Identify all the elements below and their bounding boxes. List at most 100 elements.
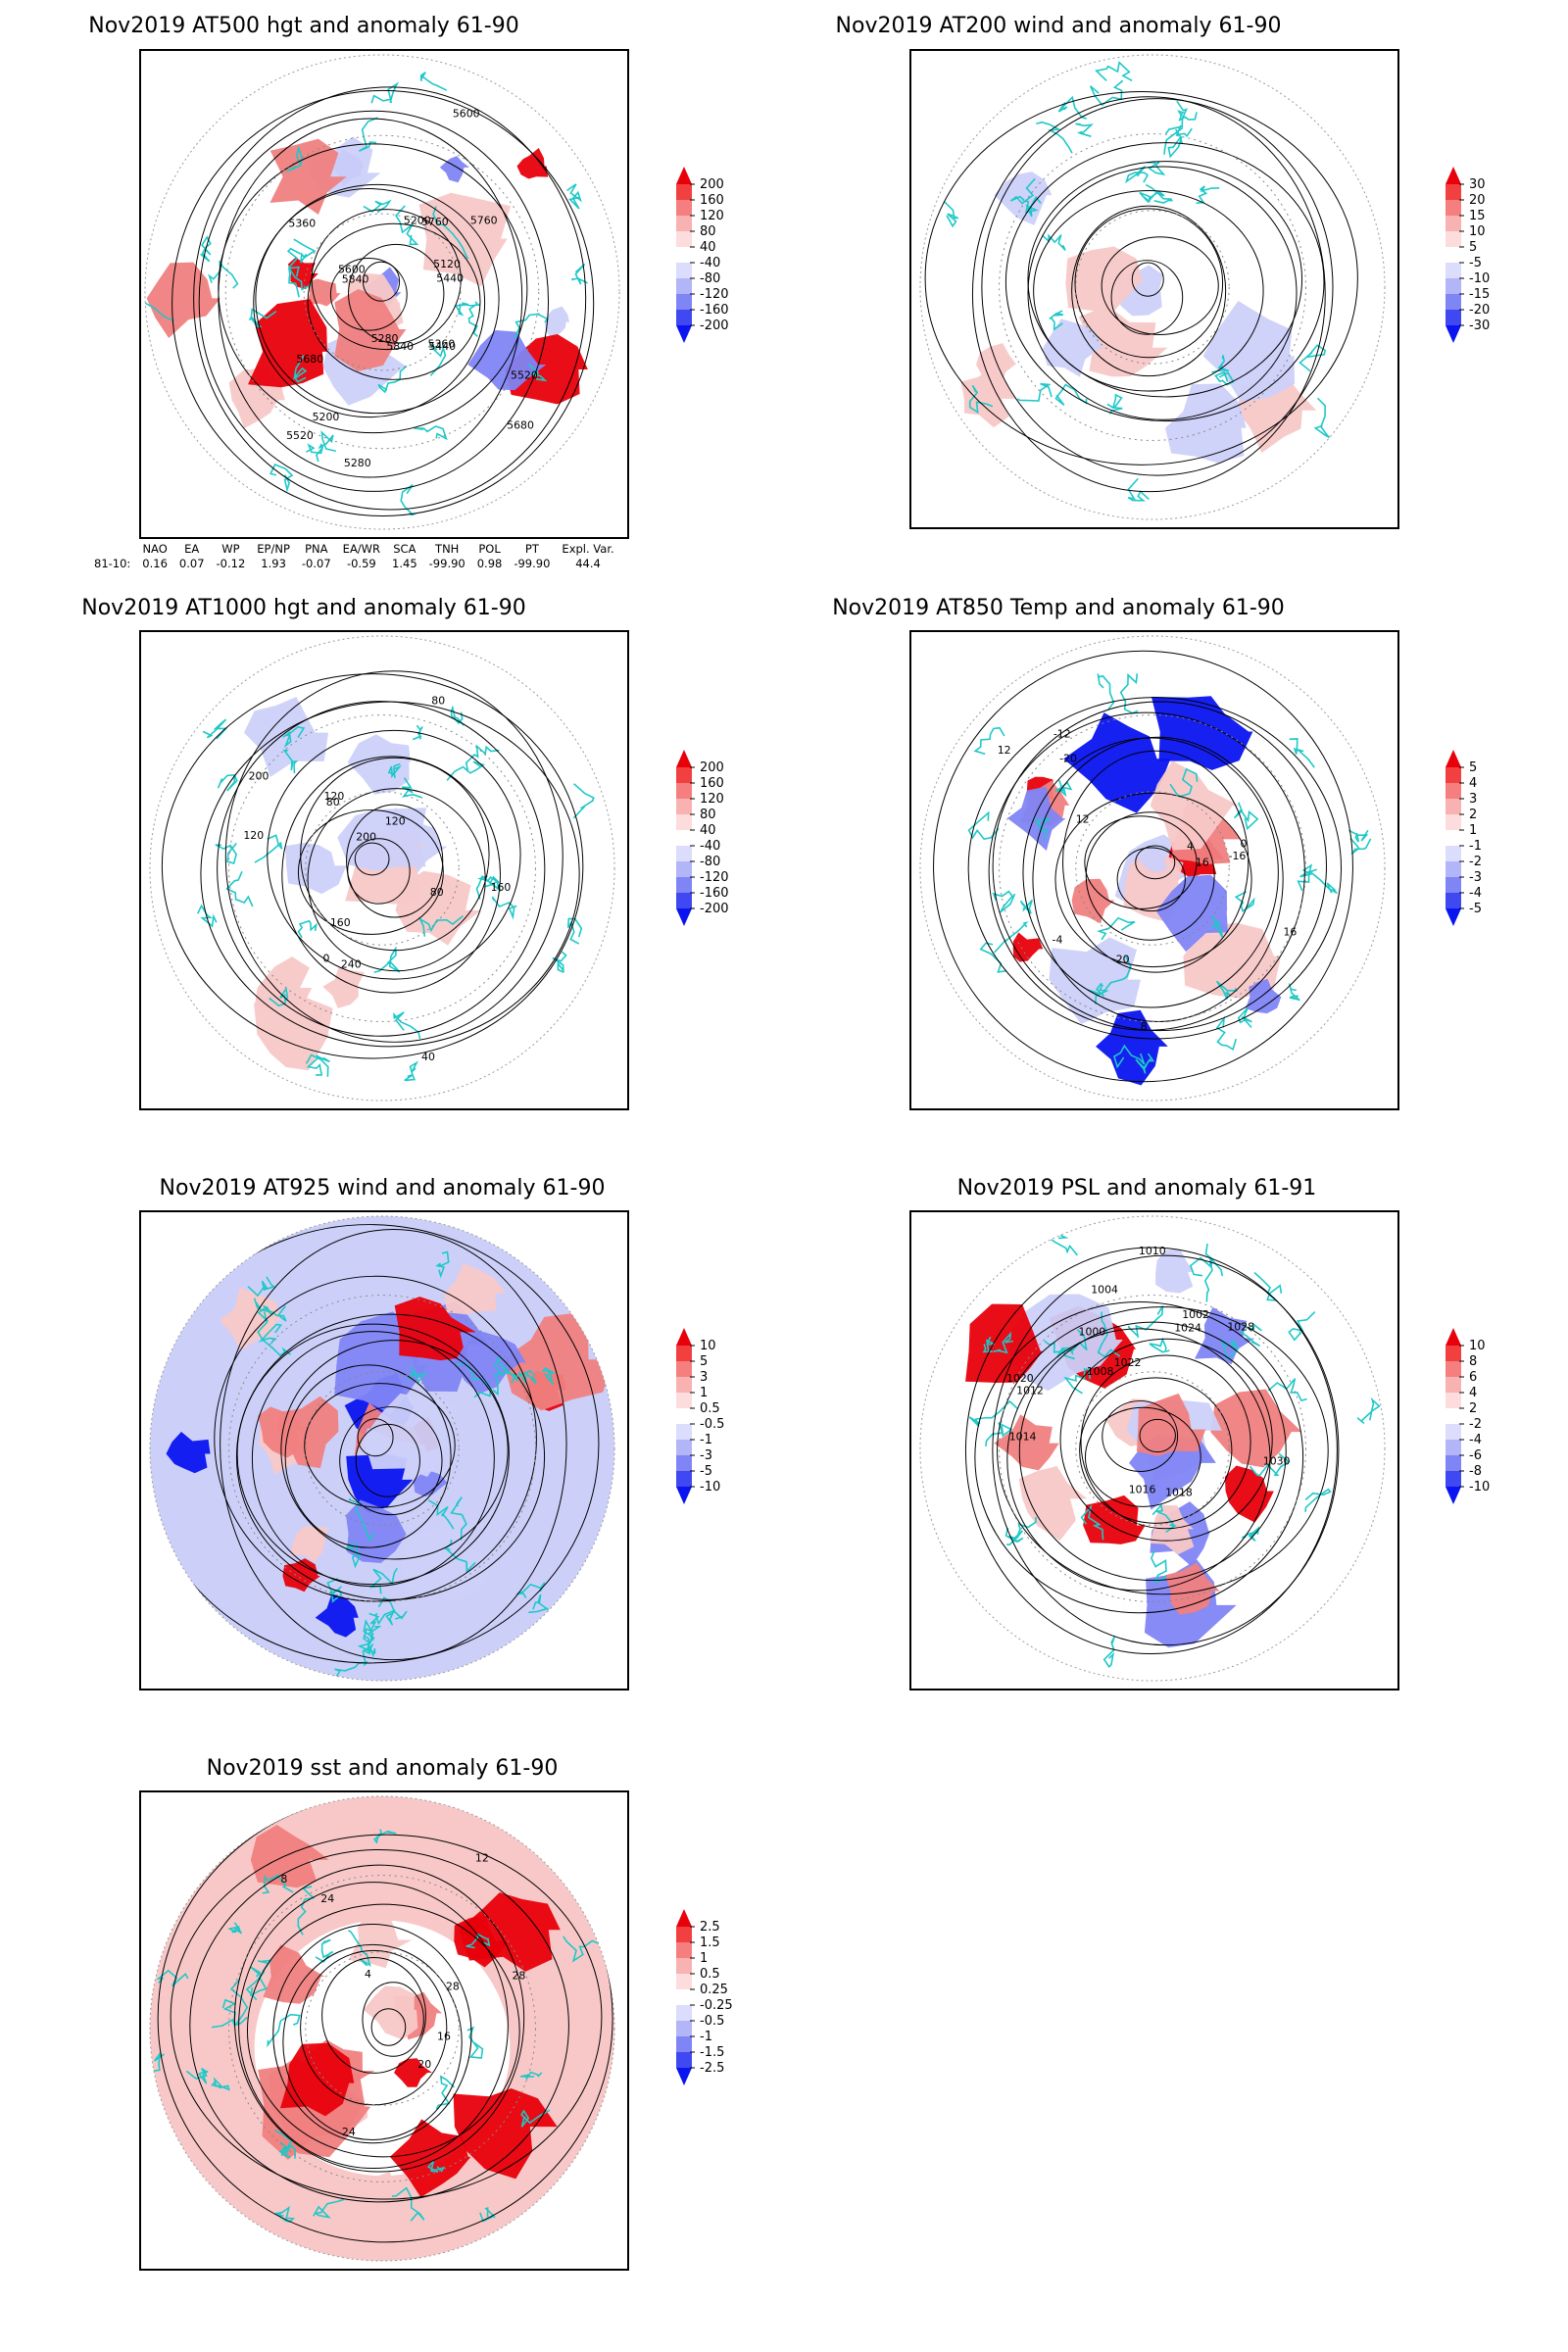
colorbar-label: -0.5 [700,2014,724,2029]
anomaly-patch [342,2175,369,2200]
anomaly-patch [394,1297,476,1361]
coastline [313,2198,344,2219]
coastline [1211,355,1230,373]
contour-label: 1028 [1227,1321,1254,1334]
contour-label: 24 [342,2126,356,2138]
contour-line [235,1313,546,1600]
contour-line [1018,1321,1287,1582]
contour-line [933,650,1353,1083]
coastline [185,2067,209,2084]
coastline [491,896,517,920]
contour-line [1074,208,1224,359]
anomaly-patch [394,2058,432,2087]
contour-line [253,187,486,418]
coastline [527,363,548,382]
contour-label: 5440 [428,340,456,353]
coastline [1139,190,1165,204]
coastline [1152,1503,1177,1534]
coastline [211,1998,237,2029]
colorbar-label: 6 [1469,1370,1477,1385]
coastline [257,1311,291,1357]
contour-label: 80 [431,695,445,708]
coastline [435,2075,455,2110]
anomaly-patch [337,808,427,871]
panel-title: Nov2019 AT500 hgt and anomaly 61-90 [88,14,519,38]
map-boundary [919,1215,1386,1682]
contour-line [348,243,445,344]
colorbar-label: -5 [700,1464,712,1479]
colorbar-label: 8 [1469,1354,1477,1369]
coastline [1096,916,1136,941]
colorbar-label: -4 [1469,1433,1482,1447]
coastline [269,986,289,1007]
colorbar-label: -3 [1469,870,1482,885]
coastline [1288,983,1300,1002]
contour-line [1062,750,1250,973]
coastline [1004,1527,1024,1546]
index-value: -0.59 [346,557,376,570]
latitude-circle [1075,791,1230,946]
coastline [1241,1526,1260,1543]
coastline [1151,1549,1167,1584]
coastline [1149,1337,1170,1353]
contour-line [346,804,444,918]
map-frame: 16 12 8 4 0 -4 -12 -16 -20 12 16 20 [909,630,1399,1110]
index-header: EP/NP [257,542,290,556]
anomaly-patch [444,1263,507,1315]
coastline [1127,477,1150,502]
contour-label: 5200 [404,214,431,226]
coastline [1214,370,1235,386]
colorbar-label: 1 [700,1386,708,1400]
coastline [1057,95,1088,120]
coastline [552,951,567,973]
contour-label: 1014 [1009,1430,1037,1443]
indices-row-label: 81-10: [94,557,131,570]
colorbar-label: 5 [700,1354,708,1369]
index-value: 0.98 [476,557,503,570]
contour-line [193,86,587,511]
contour-line [200,701,580,1048]
coastline [293,238,317,264]
coastline [286,247,313,291]
anomaly-patch [1155,874,1228,953]
coastline [1210,914,1223,938]
map-frame: 5840 5760 5680 5600 5520 5440 5360 5280 5200 5120… [139,49,629,539]
index-value: 44.4 [575,557,601,570]
coastline [286,145,303,172]
anomaly-patch [270,138,347,216]
colorbar-label: 1.5 [700,1936,720,1950]
colorbar-label: 40 [700,823,716,838]
coastline [297,919,318,939]
anomaly-patch [965,1303,1044,1383]
polar-map: 1008 1010 1014 1016 1018 1020 1022 1024 1028 1030… [919,1215,1386,1682]
coastline [992,890,1016,913]
anomaly-patch [347,734,411,795]
colorbar-label: 0.5 [700,1401,720,1416]
colorbar-label: 4 [1469,1386,1477,1400]
contour-label: 1022 [1114,1356,1142,1369]
anomaly-patch [439,156,469,183]
anomaly-patch [960,368,1015,428]
colorbar: 2.5 1.5 1 0.5 0.25 -0.25 -0.5 -1 -1.5 -2.5 [676,1909,755,2093]
contour-line [354,842,390,876]
coastline [1289,738,1315,768]
contour-label: 5280 [344,457,371,469]
coastline [1119,672,1139,714]
coastline [387,762,402,779]
anomaly-patch [1012,932,1044,962]
index-header: POL [478,542,501,556]
colorbar-label: 120 [700,209,724,223]
colorbar-label: -5 [1469,256,1482,270]
coastline [566,183,582,210]
contour-line [1033,190,1264,392]
coastline [363,1618,382,1642]
contour-label: 1018 [1165,1487,1193,1499]
anomaly-patch [1150,1504,1195,1555]
coastline [944,201,959,228]
index-header: WP [221,542,240,556]
coastline [1356,1396,1381,1425]
map-frame: 28 24 20 16 12 8 4 24 28 [139,1790,629,2271]
contour-label: 5600 [453,108,480,121]
anomaly-patch [315,1593,359,1638]
colorbar-label: 160 [700,193,724,208]
